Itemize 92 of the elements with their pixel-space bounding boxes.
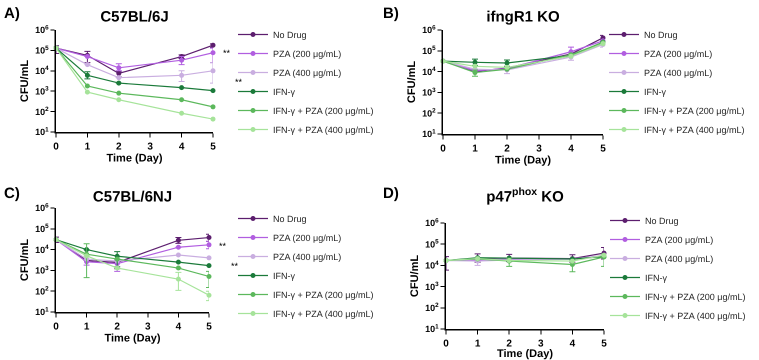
legend-label: IFN-γ + PZA (400 μg/mL) (645, 311, 746, 322)
x-tick-label: 0 (53, 322, 60, 332)
x-tick-label: 2 (114, 322, 120, 332)
x-tick-label: 5 (206, 322, 212, 332)
y-axis-title: CFU/mL (19, 60, 32, 102)
y-tick-label: 10$^{1}$ (422, 128, 436, 140)
text: ** (235, 77, 242, 87)
x-tick-label: 4 (570, 338, 576, 350)
y-tick-label: 10$^{1}$ (425, 323, 440, 334)
y-tick-label: 10$^{3}$ (35, 86, 50, 96)
legend-label: IFN-γ + PZA (200 μg/mL) (644, 106, 744, 116)
x-axis-title: Time (Day) (104, 332, 161, 344)
legend-label: PZA (200 μg/mL) (273, 49, 342, 60)
text: ** (219, 241, 226, 251)
chart-title: p47$^{phox}$ KO (486, 186, 564, 206)
legend-label: IFN-γ + PZA (200 μg/mL) (273, 106, 374, 116)
legend-label: PZA (200 μg/mL) (645, 235, 714, 246)
legend-label: IFN-γ + PZA (400 μg/mL) (644, 125, 744, 136)
legend-label: IFN-γ (273, 271, 296, 282)
legend-label: PZA (400 μg/mL) (645, 254, 714, 264)
y-tick-label: 10$^{1}$ (35, 306, 50, 318)
x-axis-title: Time (Day) (106, 152, 163, 164)
x-tick-label: 2 (504, 144, 510, 154)
y-tick-label: 10$^{5}$ (35, 44, 50, 56)
y-axis-title: CFU/mL (19, 238, 32, 282)
text: ** (231, 261, 238, 271)
y-tick-label: 10$^{4}$ (422, 66, 436, 77)
y-tick-label: 10$^{4}$ (35, 244, 50, 255)
x-tick-label: 0 (443, 338, 450, 350)
text: A) (4, 5, 20, 22)
legend-label: PZA (400 μg/mL) (273, 68, 342, 78)
y-tick-label: 10$^{6}$ (35, 24, 50, 36)
y-tick-label: 10$^{2}$ (422, 108, 436, 118)
y-tick-label: 10$^{2}$ (425, 302, 440, 313)
x-tick-label: 1 (84, 322, 90, 332)
x-tick-label: 3 (145, 322, 152, 332)
y-tick-label: 10$^{5}$ (425, 238, 440, 250)
legend-label: IFN-γ + PZA (400 μg/mL) (273, 125, 374, 136)
text: ** (223, 48, 230, 58)
legend-label: IFN-γ (644, 87, 666, 98)
y-axis-title: CFU/mL (406, 60, 418, 104)
y-tick-label: 10$^{6}$ (422, 24, 436, 36)
x-tick-label: 5 (210, 142, 216, 152)
x-tick-label: 3 (536, 144, 542, 154)
y-tick-label: 10$^{3}$ (35, 264, 50, 276)
chart-title: C57BL/6NJ (92, 188, 172, 206)
y-tick-label: 10$^{4}$ (425, 260, 440, 271)
y-tick-label: 10$^{6}$ (35, 202, 50, 214)
x-axis-title: Time (Day) (496, 348, 554, 360)
x-tick-label: 1 (474, 338, 481, 350)
x-tick-label: 5 (601, 338, 608, 350)
y-tick-label: 10$^{2}$ (35, 286, 50, 296)
legend-label: PZA (200 μg/mL) (273, 233, 342, 244)
x-tick-label: 0 (440, 144, 446, 154)
x-tick-label: 1 (84, 142, 91, 152)
text: C) (4, 185, 20, 202)
legend-label: No Drug (273, 30, 307, 40)
legend-label: IFN-γ + PZA (400 μg/mL) (273, 309, 374, 320)
y-tick-label: 10$^{2}$ (35, 106, 50, 117)
legend-label: PZA (200 μg/mL) (644, 49, 712, 60)
legend-label: IFN-γ (273, 87, 296, 98)
x-tick-label: 2 (116, 142, 122, 152)
x-tick-label: 0 (53, 142, 60, 152)
text: D) (383, 185, 399, 202)
x-tick-label: 1 (472, 144, 478, 154)
y-tick-label: 10$^{4}$ (35, 65, 50, 76)
chart-title: C57BL/6J (100, 8, 169, 26)
legend-label: PZA (400 μg/mL) (644, 68, 712, 78)
x-tick-label: 3 (538, 338, 544, 350)
text: B) (383, 5, 399, 22)
legend-label: IFN-γ (645, 273, 668, 284)
x-tick-label: 5 (600, 144, 606, 154)
y-tick-label: 10$^{1}$ (35, 126, 50, 138)
x-tick-label: 4 (568, 144, 574, 154)
x-tick-label: 2 (506, 338, 512, 350)
legend-label: No Drug (644, 30, 678, 40)
x-tick-label: 3 (147, 142, 154, 152)
x-tick-label: 4 (176, 322, 182, 332)
y-tick-label: 10$^{6}$ (425, 217, 440, 228)
y-tick-label: 10$^{5}$ (422, 45, 436, 56)
legend-label: IFN-γ + PZA (200 μg/mL) (645, 292, 746, 302)
y-tick-label: 10$^{3}$ (425, 280, 440, 292)
x-axis-title: Time (Day) (494, 154, 552, 166)
legend-label: PZA (400 μg/mL) (273, 252, 342, 262)
legend-label: No Drug (273, 214, 307, 224)
y-tick-label: 10$^{3}$ (422, 86, 436, 98)
legend-label: No Drug (645, 216, 679, 226)
chart-title: ifngR1 KO (486, 8, 560, 26)
y-axis-title: CFU/mL (409, 254, 422, 298)
x-tick-label: 4 (178, 142, 185, 152)
legend-label: IFN-γ + PZA (200 μg/mL) (273, 290, 374, 300)
y-tick-label: 10$^{5}$ (35, 223, 50, 234)
